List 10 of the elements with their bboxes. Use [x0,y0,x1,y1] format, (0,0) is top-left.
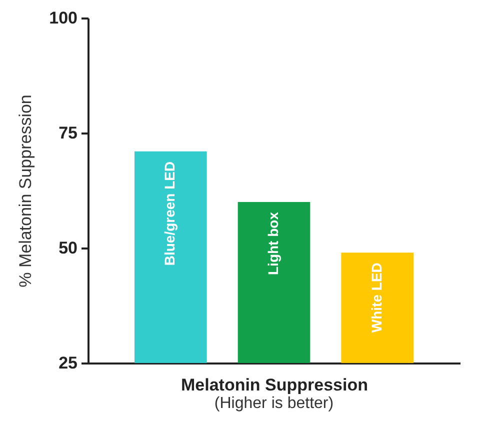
text: (Higher is better) [214,395,334,412]
x-tick-label: Light box [265,212,281,275]
x-tick-label: Blue/green LED [162,161,178,266]
y-tick-label: 25 [58,354,78,372]
y-tick-label: 75 [58,124,78,142]
y-tick-label: 100 [49,8,78,28]
x-axis-title: Melatonin Suppression [180,376,368,394]
x-tick-label: White LED [368,262,384,333]
y-axis-title: % Melatonin Suppression [16,94,36,288]
y-tick-label: 50 [58,238,78,258]
